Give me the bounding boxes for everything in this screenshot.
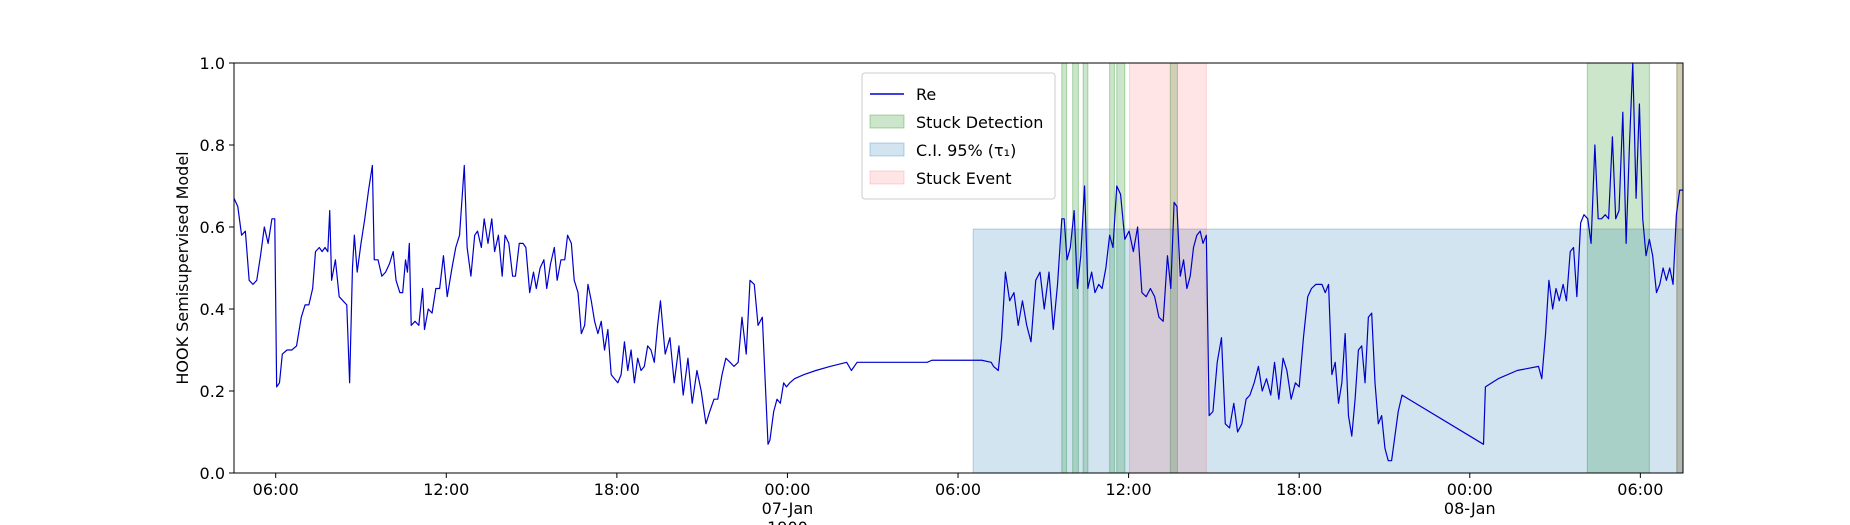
legend-label: C.I. 95% (τ₁) [916, 141, 1016, 160]
x-tick-label: 00:00 07-Jan 1900 [761, 480, 814, 525]
x-tick-label: 06:00 [252, 480, 299, 499]
y-tick-label: 1.0 [200, 54, 225, 73]
legend-label: Stuck Event [916, 169, 1012, 188]
legend-label: Re [916, 85, 936, 104]
legend-label: Stuck Detection [916, 113, 1043, 132]
y-tick-label: 0.4 [200, 300, 225, 319]
legend: Re Stuck Detection C.I. 95% (τ₁) Stuck Even… [861, 72, 1056, 200]
x-tick-label: 18:00 [593, 480, 640, 499]
x-tick-label: 18:00 [1276, 480, 1323, 499]
legend-swatch [869, 170, 905, 185]
x-tick-label: 06:00 [934, 480, 982, 499]
y-tick-label: 0.6 [200, 218, 225, 237]
legend-swatch [869, 142, 905, 157]
span [1129, 62, 1207, 474]
x-tick-label: 00:00 08-Jan [1443, 480, 1496, 518]
x-tick-label: 12:00 [423, 480, 470, 499]
legend-box [861, 72, 1056, 200]
x-tick-label: 12:00 [1105, 480, 1152, 499]
data-line [233, 62, 1683, 462]
x-tick-label: 06:00 [1617, 480, 1664, 499]
y-tick-label: 0.2 [200, 382, 225, 401]
y-tick-label: 0.8 [200, 136, 225, 155]
span [1676, 62, 1684, 474]
legend-swatch [869, 114, 905, 129]
span [972, 228, 1684, 474]
y-tick-label: 0.0 [200, 464, 225, 483]
span-layer [972, 62, 1684, 474]
y-axis-label: HOOK Semisupervised Model [173, 151, 192, 384]
